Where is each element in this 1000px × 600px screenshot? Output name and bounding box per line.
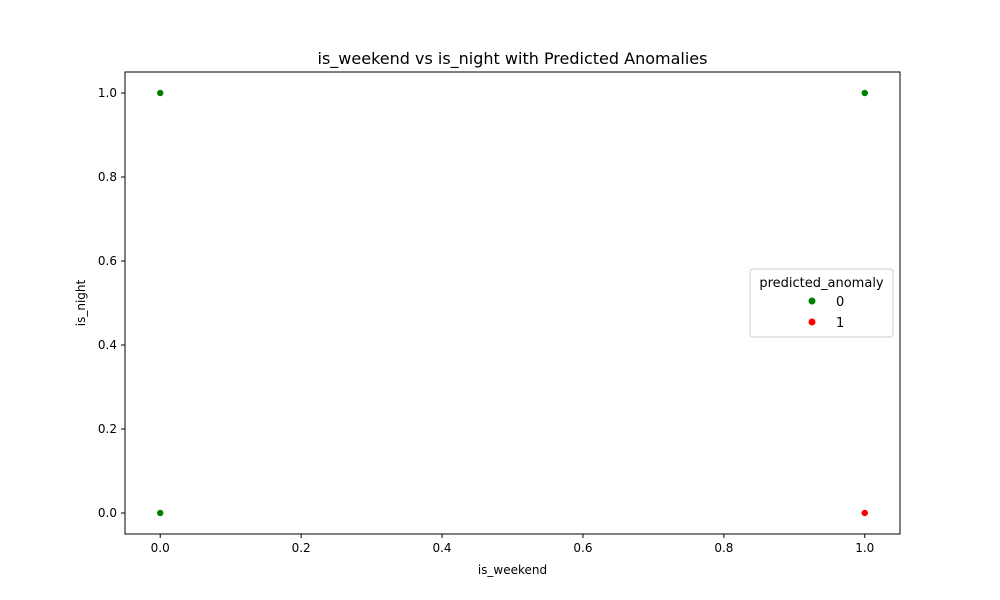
y-axis: 0.0 0.2 0.4 0.6 0.8 1.0 bbox=[98, 86, 125, 520]
y-tick-label: 0.8 bbox=[98, 170, 117, 184]
plot-area bbox=[124, 71, 901, 535]
x-tick-label: 0.8 bbox=[714, 541, 733, 555]
data-point-anomaly-0 bbox=[156, 89, 165, 97]
x-tick-label: 0.4 bbox=[432, 541, 451, 555]
x-tick-label: 0.0 bbox=[151, 541, 170, 555]
legend-box bbox=[749, 268, 894, 338]
x-tick-label: 0.2 bbox=[292, 541, 311, 555]
legend-entry-label: 0 bbox=[836, 295, 844, 310]
y-tick-label: 0.0 bbox=[98, 506, 117, 520]
x-tick-label: 1.0 bbox=[855, 541, 874, 555]
y-tick-label: 0.6 bbox=[98, 254, 117, 268]
y-tick-label: 0.4 bbox=[98, 338, 117, 352]
data-point-anomaly-0 bbox=[860, 89, 869, 97]
legend-marker bbox=[808, 318, 816, 326]
x-axis-label: is_weekend bbox=[478, 563, 547, 577]
legend-title: predicted_anomaly bbox=[759, 276, 884, 291]
x-axis: 0.0 0.2 0.4 0.6 0.8 1.0 bbox=[151, 534, 874, 555]
data-point-anomaly-1 bbox=[860, 509, 869, 517]
y-tick-label: 0.2 bbox=[98, 422, 117, 436]
y-axis-label: is_night bbox=[74, 279, 88, 326]
legend: predicted_anomaly 0 1 bbox=[749, 268, 894, 338]
legend-entry-label: 1 bbox=[836, 316, 844, 331]
x-tick-label: 0.6 bbox=[573, 541, 592, 555]
y-tick-label: 1.0 bbox=[98, 86, 117, 100]
chart-title: is_weekend vs is_night with Predicted An… bbox=[318, 49, 708, 69]
data-points bbox=[156, 89, 869, 517]
legend-marker bbox=[808, 297, 816, 305]
data-point-anomaly-0 bbox=[156, 509, 165, 517]
